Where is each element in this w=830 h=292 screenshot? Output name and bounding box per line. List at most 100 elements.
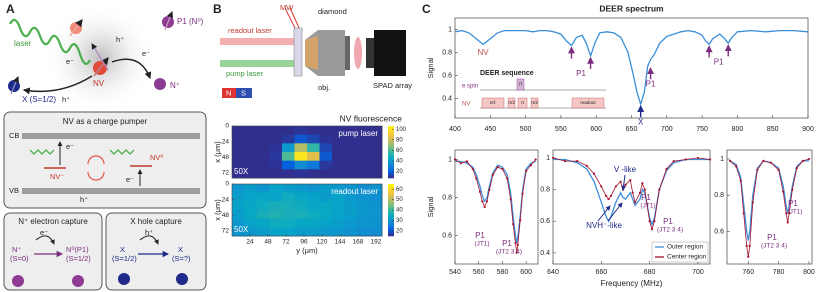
heatmap-cell [257,160,270,170]
heatmap-cell [319,218,333,228]
heatmap-cell [344,169,358,179]
heatmap-cell [244,210,258,220]
image-label: readout laser [331,187,378,196]
data-point [525,169,528,172]
y-axis-label: Signal [426,57,435,78]
label: e⁻ [66,142,74,151]
colorbar-step [388,215,394,217]
colorbar-step [388,226,394,229]
label: e⁻ [66,57,74,66]
annotation: (JT2 3 4) [657,227,683,234]
colorbar-step [388,229,394,232]
colorbar-step [388,193,394,195]
colorbar-step [388,132,394,135]
colorbar-step [388,133,394,136]
annotation: P1 [641,193,651,202]
image-label: pump laser [338,129,378,138]
heatmap-cell [369,134,383,144]
heatmap-cell [282,169,295,179]
colorbar-label: 20 [396,228,403,234]
heatmap-cell [307,227,320,237]
heatmap-cell [232,210,245,220]
data-point [459,162,463,165]
heatmap-cell [357,218,370,228]
heatmap-cell [282,160,295,170]
colorbar-step [388,131,394,133]
particle [72,275,84,287]
heatmap-cell [332,134,345,144]
annotation: P1 [788,199,798,208]
label: X (S=1/2) [22,95,56,104]
colorbar-step [388,232,394,234]
colorbar-step [388,207,394,209]
y-tick-label: 0.4 [540,250,550,257]
data-point [585,164,588,167]
colorbar-step [388,136,394,138]
colorbar-step [388,155,394,158]
band [22,188,200,194]
data-point [465,160,468,163]
particle [12,275,24,287]
annotation: P1 [576,69,586,78]
colorbar-step [388,167,394,170]
heatmap-cell [307,160,320,170]
y-tick-label: 0.8 [442,49,452,56]
heatmap-cell [369,152,383,162]
data-point [708,158,712,161]
heatmap-cell [257,192,270,202]
heatmap-cell [307,210,320,220]
colorbar-step [388,216,394,219]
y-tick-label: 0 [225,181,229,188]
label: readout laser [228,26,272,35]
colorbar-step [388,224,394,226]
colorbar-step [388,148,394,150]
colorbar-step [388,127,394,129]
x-tick-label: 500 [520,126,532,133]
data-point [795,166,798,170]
label: NV⁻ [50,172,64,181]
heatmap-cell [344,210,358,220]
heatmap-cell [269,143,283,153]
inset-block-label: π [521,100,524,105]
colorbar-step [388,152,394,154]
heatmap-cell [257,126,270,136]
heatmap-cell [244,134,258,144]
panel-box [3,212,103,291]
heatmap-cell [332,192,345,202]
x-tick-label: 192 [371,239,382,246]
inset-block-label: ref. [490,100,497,105]
heatmap-cell [332,169,345,179]
heatmap-cell [344,160,358,170]
heatmap-cell [307,143,320,153]
y-tick-label: 24 [222,196,230,203]
heatmap-cell [332,152,345,162]
label: VB [9,186,19,195]
magnification: 50X [234,225,249,234]
colorbar-step [388,168,394,171]
x-tick-label: 700 [692,269,704,276]
data-point [516,243,519,247]
y-tick-label: 48 [222,212,230,219]
colorbar-step [388,157,394,159]
colorbar-step [388,234,394,237]
colorbar-step [388,154,394,157]
series-line [454,29,809,107]
heatmap-cell [344,192,358,202]
x-tick-label: 96 [300,239,308,246]
heatmap-cell [307,192,320,202]
colorbar-step [388,187,394,190]
heatmap-cell [294,169,308,179]
colorbar-step [388,197,394,199]
data-point [624,183,627,186]
y-tick-label: 1 [448,156,452,163]
heatmap-cell [232,126,245,136]
x-tick-label: 450 [484,126,496,133]
inset-block [517,97,528,109]
colorbar-step [388,161,394,163]
colorbar-step [388,165,394,167]
colorbar-label: 60 [396,148,403,154]
data-point [745,244,748,248]
data-point [551,156,555,160]
colorbar-step [388,233,394,235]
